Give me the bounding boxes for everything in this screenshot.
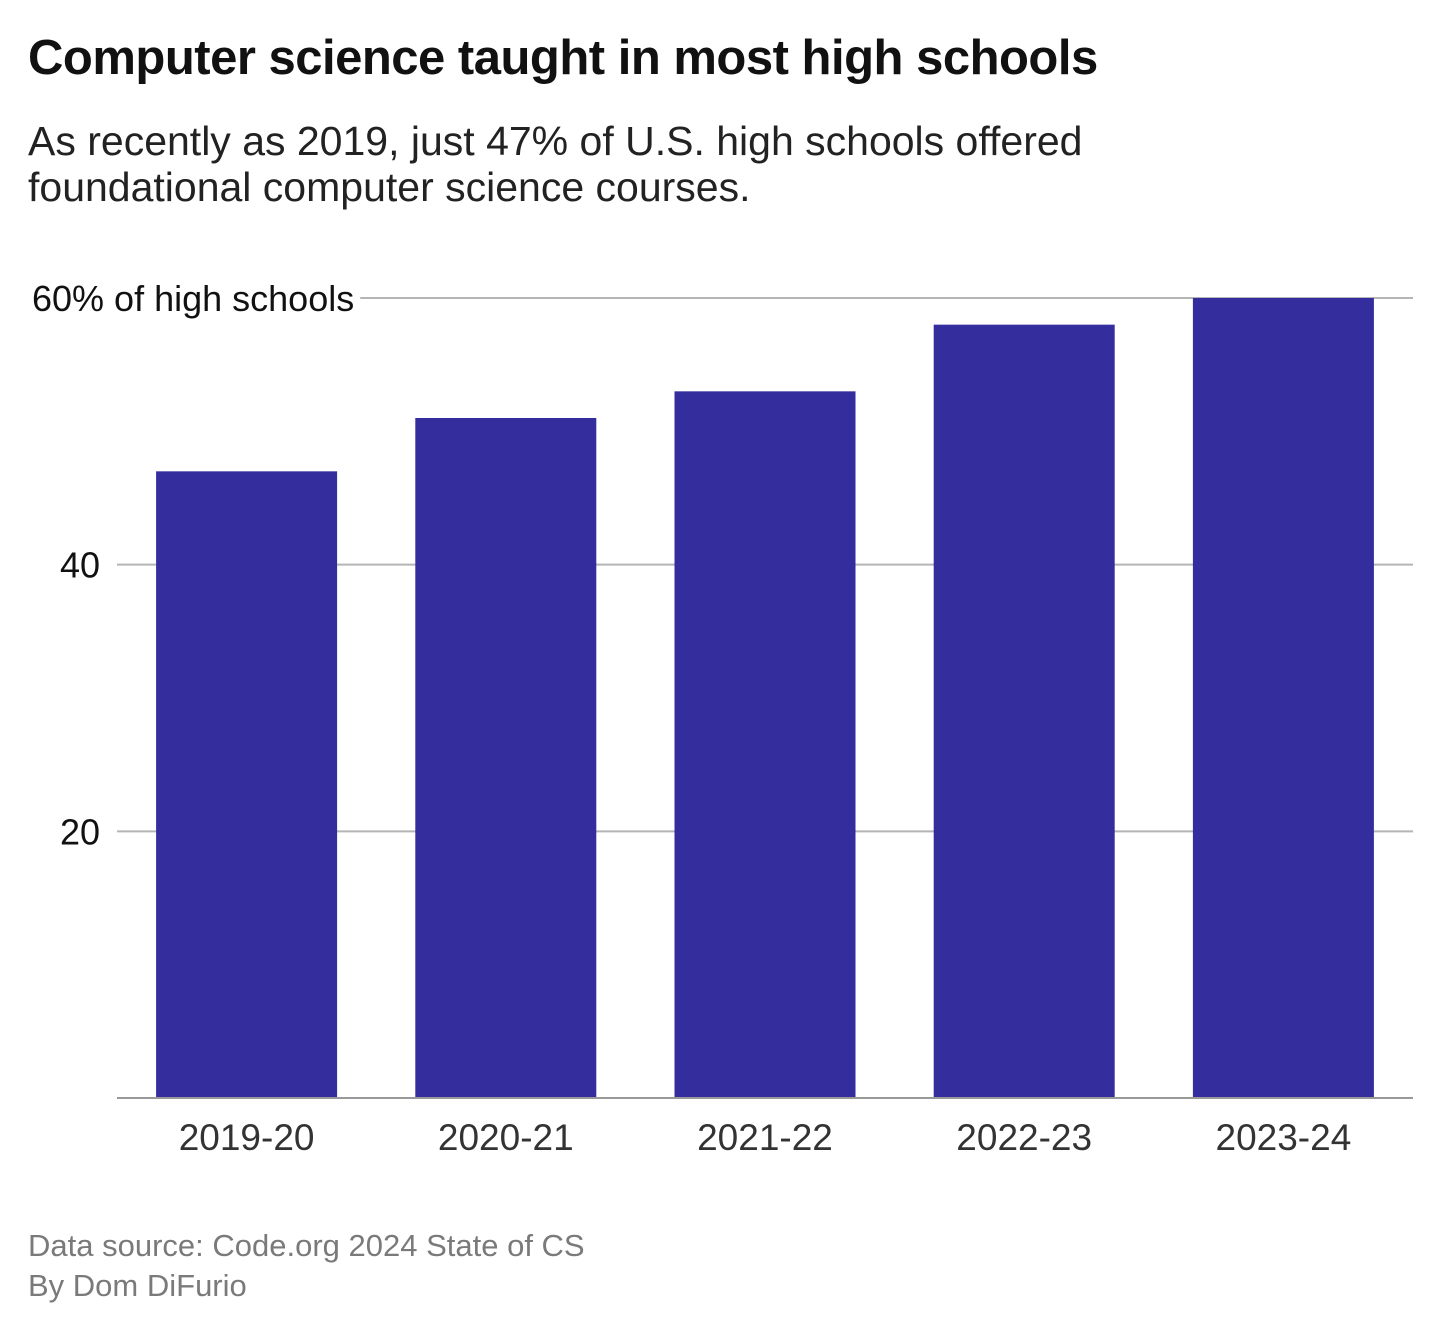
chart-subtitle: As recently as 2019, just 47% of U.S. hi… <box>28 118 1083 210</box>
bar-2023-24 <box>1192 298 1374 1098</box>
y-tick-label: 60% of high schools <box>32 278 354 319</box>
y-tick-label: 40 <box>60 545 100 586</box>
footer: Data source: Code.org 2024 State of CS B… <box>28 1226 585 1306</box>
y-tick-label: 20 <box>60 811 100 852</box>
x-tick-label: 2021-22 <box>697 1117 833 1158</box>
x-tick-label: 2022-23 <box>956 1117 1092 1158</box>
byline: By Dom DiFurio <box>28 1268 247 1303</box>
data-source: Data source: Code.org 2024 State of CS <box>28 1228 585 1263</box>
x-tick-label: 2023-24 <box>1216 1117 1352 1158</box>
bar-2022-23 <box>933 324 1115 1099</box>
x-tick-label: 2019-20 <box>179 1117 315 1158</box>
chart-title: Computer science taught in most high sch… <box>28 31 1098 85</box>
bar-2021-22 <box>674 391 856 1098</box>
bar-2019-20 <box>156 471 338 1098</box>
x-tick-label: 2020-21 <box>438 1117 574 1158</box>
bar-2020-21 <box>415 418 597 1098</box>
